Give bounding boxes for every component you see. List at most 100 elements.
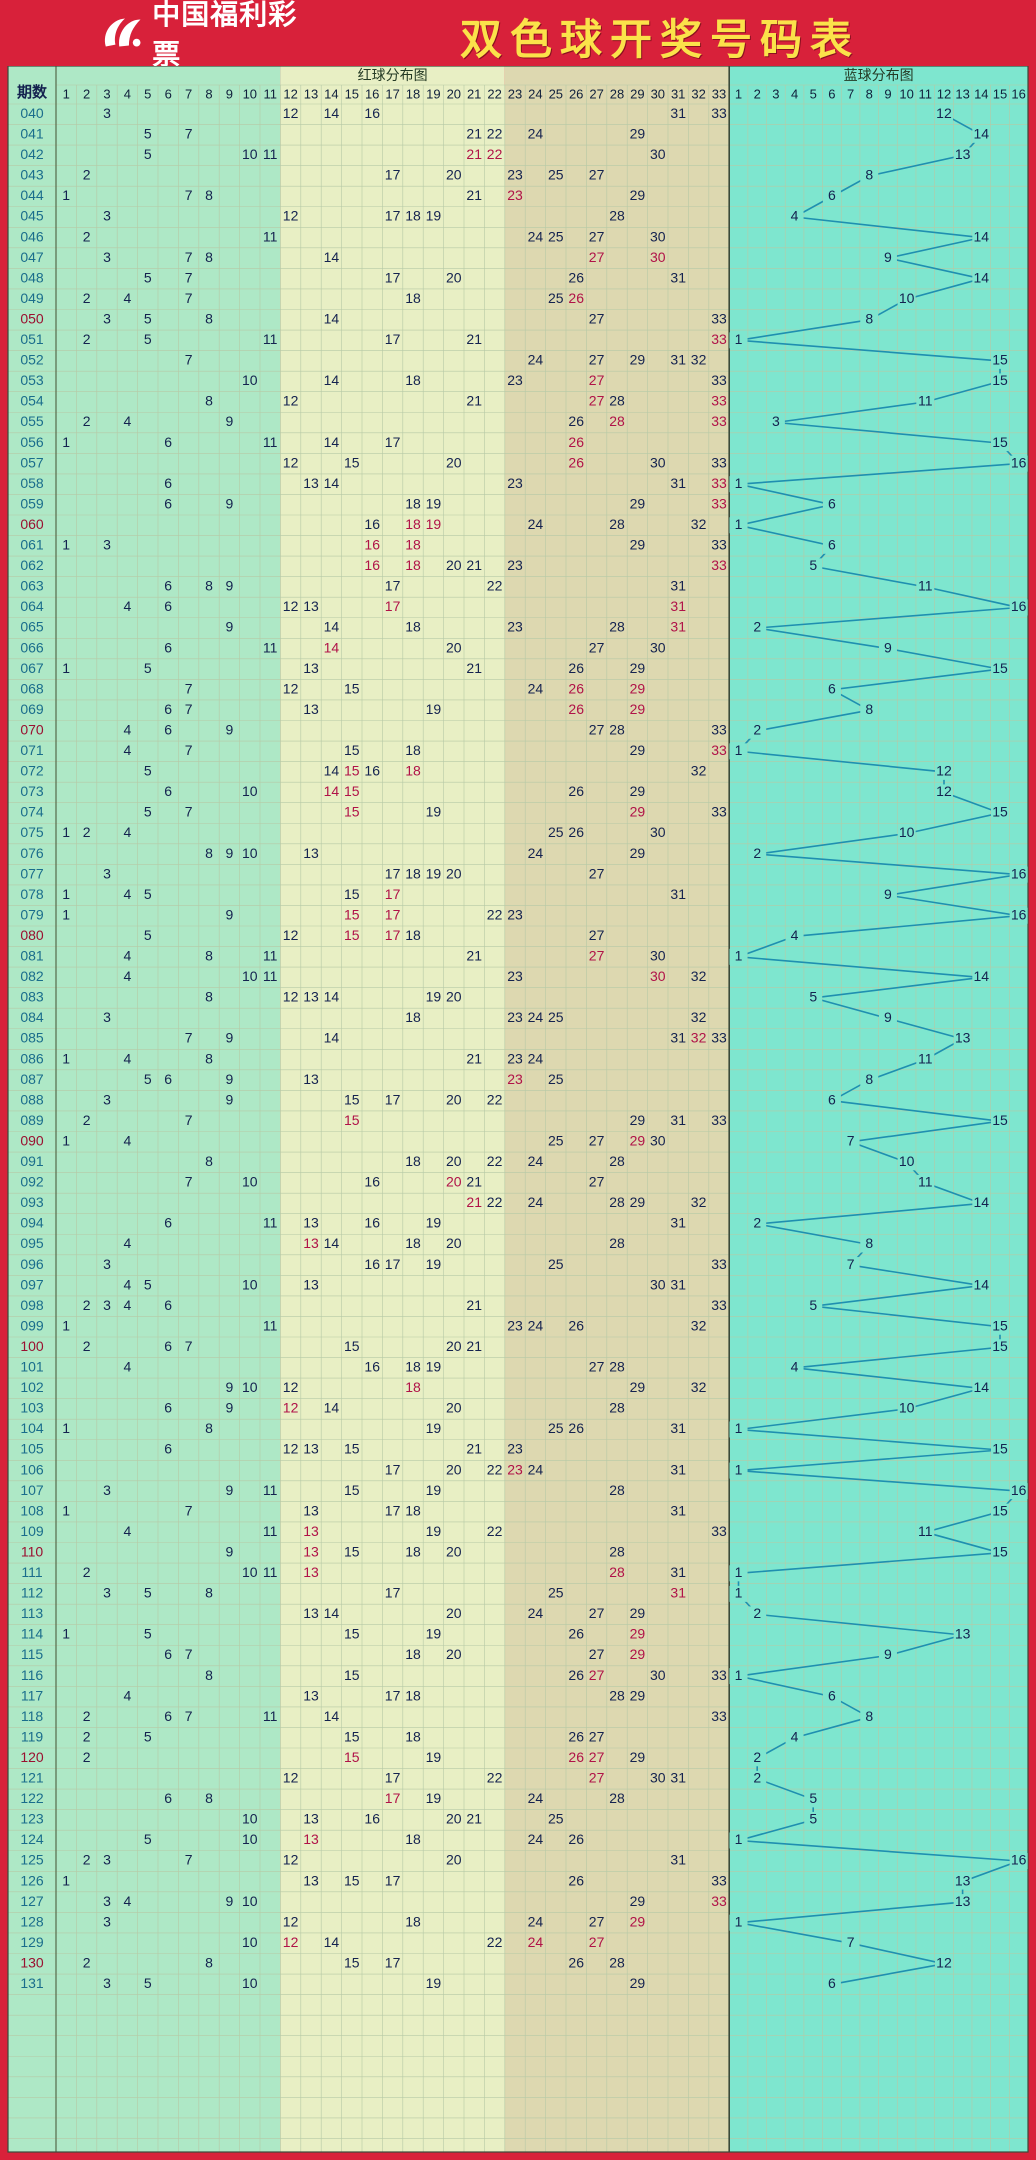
blue-ball-number: 8 [865, 1071, 873, 1087]
red-ball-number: 6 [164, 1708, 172, 1724]
red-ball-number: 7 [185, 269, 193, 285]
red-ball-number: 22 [487, 1770, 503, 1786]
red-ball-number: 15 [344, 1667, 360, 1683]
red-ball-number: 27 [589, 1728, 605, 1744]
blue-ball-number: 8 [865, 701, 873, 717]
red-ball-number: 26 [568, 413, 584, 429]
red-ball-number: 33 [711, 1030, 727, 1046]
red-ball-number: 27 [589, 1913, 605, 1929]
red-ball-number: 6 [164, 1297, 172, 1313]
blue-ball-bg [972, 126, 991, 143]
red-ball-number: 19 [426, 1790, 442, 1806]
red-ball-number: 24 [528, 1009, 544, 1025]
blue-ball-bg [990, 1503, 1009, 1520]
blue-ball-number: 11 [918, 1050, 933, 1066]
red-column-header: 10 [243, 86, 257, 101]
red-column-header: 26 [569, 86, 583, 101]
red-ball-number: 19 [426, 1626, 442, 1642]
blue-ball-bg [804, 989, 823, 1006]
red-ball-number: 12 [283, 989, 299, 1005]
red-ball-number: 19 [426, 1420, 442, 1436]
blue-ball-bg [916, 1524, 935, 1541]
red-ball-number: 25 [548, 1009, 564, 1025]
red-ball-number: 21 [466, 146, 482, 162]
red-ball-number: 27 [589, 1934, 605, 1950]
blue-ball-number: 4 [791, 208, 799, 224]
red-ball-number: 5 [144, 1728, 152, 1744]
red-ball-number: 27 [589, 372, 605, 388]
red-ball-number: 29 [630, 1646, 646, 1662]
red-ball-number: 6 [164, 1071, 172, 1087]
red-ball-number: 4 [124, 948, 132, 964]
red-ball-number: 12 [283, 1400, 299, 1416]
blue-ball-number: 2 [753, 845, 761, 861]
red-ball-number: 1 [62, 1872, 70, 1888]
red-ball-number: 27 [589, 865, 605, 881]
red-ball-number: 4 [124, 1359, 132, 1375]
red-ball-number: 23 [507, 906, 523, 922]
red-ball-number: 31 [670, 1420, 686, 1436]
red-ball-number: 25 [548, 228, 564, 244]
red-ball-number: 31 [670, 352, 686, 368]
period-label: 119 [21, 1728, 44, 1744]
blue-ball-number: 4 [791, 1728, 799, 1744]
red-ball-number: 27 [589, 1749, 605, 1765]
red-ball-number: 20 [446, 1400, 462, 1416]
red-ball-number: 17 [385, 1954, 401, 1970]
period-label: 044 [20, 187, 44, 203]
red-ball-number: 21 [466, 126, 482, 142]
red-ball-number: 13 [303, 1441, 319, 1457]
blue-ball-number: 16 [1011, 906, 1027, 922]
red-ball-number: 27 [589, 393, 605, 409]
red-ball-number: 26 [568, 1626, 584, 1642]
red-ball-number: 7 [185, 290, 193, 306]
red-ball-number: 18 [405, 1379, 421, 1395]
red-ball-number: 29 [630, 1112, 646, 1128]
period-label: 059 [20, 495, 44, 511]
blue-ball-bg [878, 887, 897, 904]
red-ball-number: 14 [324, 1400, 340, 1416]
red-ball-number: 28 [609, 1482, 625, 1498]
red-ball-number: 18 [405, 208, 421, 224]
red-ball-number: 22 [487, 1194, 503, 1210]
red-ball-number: 10 [242, 1831, 258, 1847]
red-ball-number: 15 [344, 1091, 360, 1107]
red-column-header: 14 [324, 86, 338, 101]
red-ball-number: 28 [609, 721, 625, 737]
red-ball-number: 21 [466, 557, 482, 573]
blue-ball-bg [804, 1298, 823, 1315]
blue-ball-number: 11 [918, 393, 933, 409]
red-ball-number: 26 [568, 1872, 584, 1888]
logo-text: 中国福利彩票 [152, 0, 298, 71]
red-ball-number: 1 [62, 1502, 70, 1518]
red-ball-number: 11 [263, 639, 278, 655]
red-ball-number: 24 [528, 1913, 544, 1929]
red-ball-number: 26 [568, 701, 584, 717]
red-ball-number: 2 [83, 1112, 91, 1128]
blue-ball-bg [860, 1072, 879, 1089]
red-ball-number: 17 [385, 906, 401, 922]
blue-ball-number: 9 [884, 249, 892, 265]
red-column-header: 18 [406, 86, 420, 101]
red-ball-number: 18 [405, 1913, 421, 1929]
blue-ball-number: 1 [735, 948, 743, 964]
red-ball-number: 18 [405, 557, 421, 573]
red-ball-number: 11 [263, 331, 278, 347]
red-ball-number: 23 [507, 372, 523, 388]
period-label: 080 [20, 927, 44, 943]
red-ball-number: 14 [324, 1708, 340, 1724]
red-ball-number: 22 [487, 1461, 503, 1477]
red-ball-number: 30 [650, 948, 666, 964]
red-ball-number: 15 [344, 742, 360, 758]
red-ball-number: 8 [205, 310, 213, 326]
blue-ball-number: 4 [791, 1359, 799, 1375]
red-ball-number: 2 [83, 1297, 91, 1313]
period-label: 099 [20, 1317, 44, 1333]
period-label: 111 [21, 1564, 42, 1580]
blue-column-header: 11 [919, 86, 933, 101]
red-ball-number: 31 [670, 1770, 686, 1786]
red-ball-number: 33 [711, 1893, 727, 1909]
red-ball-number: 14 [324, 1605, 340, 1621]
red-ball-number: 28 [609, 1235, 625, 1251]
red-ball-number: 14 [324, 434, 340, 450]
